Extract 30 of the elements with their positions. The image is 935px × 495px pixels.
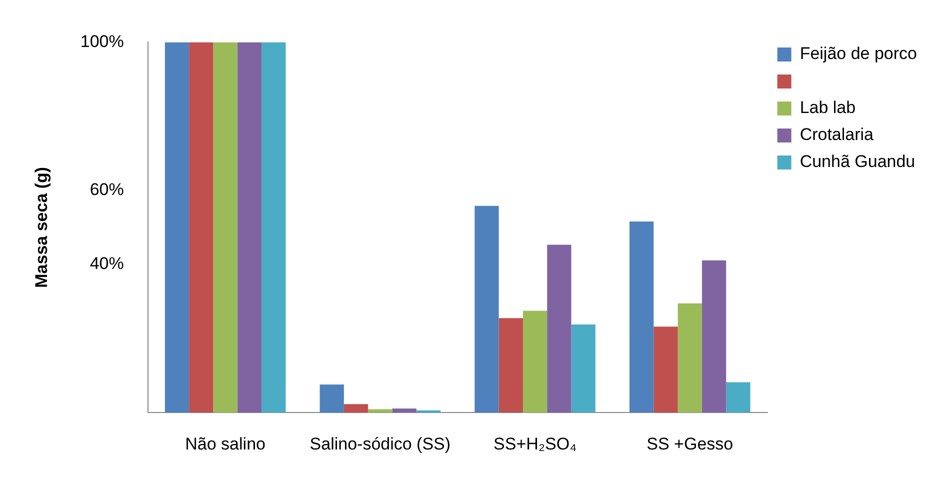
- bar: [164, 42, 190, 413]
- y-tick-label: 40%: [90, 254, 124, 274]
- legend-label: Cunhã Guandu: [800, 152, 916, 172]
- bar: [498, 318, 523, 413]
- legend-label: Crotalaria: [800, 125, 874, 144]
- bar: [320, 384, 344, 413]
- bar: [702, 260, 726, 413]
- bar: [189, 42, 214, 413]
- bar: [726, 382, 750, 413]
- bar: [344, 404, 368, 413]
- bar: [571, 324, 596, 413]
- x-tick-label: Salino-sódico (SS): [310, 434, 451, 454]
- bar: [654, 326, 678, 413]
- bar: [262, 42, 286, 413]
- y-axis-title: Massa seca (g): [32, 166, 51, 288]
- legend-label: Feijão de porco: [800, 44, 918, 64]
- x-tick-label: SS+H₂SO₄: [494, 434, 577, 454]
- bar: [237, 42, 262, 413]
- bar: [547, 244, 572, 413]
- x-tick-label: Não salino: [185, 434, 266, 454]
- bar: [629, 221, 654, 413]
- y-tick-label: 60%: [90, 180, 124, 200]
- bar: [474, 206, 499, 413]
- x-tick-label: SS +Gesso: [646, 434, 734, 454]
- y-tick-label: 100%: [80, 32, 124, 51]
- legend-label: Lab lab: [800, 98, 856, 118]
- bar: [213, 42, 238, 413]
- bar: [522, 310, 548, 413]
- bar: [392, 408, 416, 413]
- bar: [678, 303, 702, 413]
